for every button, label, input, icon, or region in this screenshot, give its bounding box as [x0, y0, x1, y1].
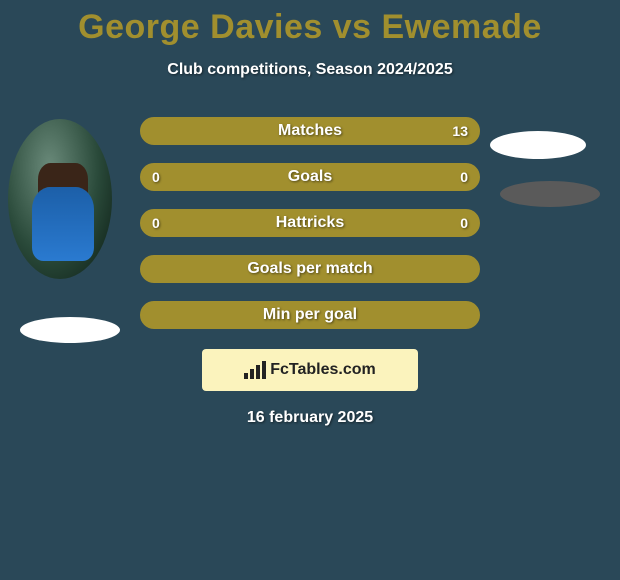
player-left-avatar — [8, 119, 112, 279]
stat-right-value: 13 — [452, 123, 468, 139]
stat-right-value: 0 — [460, 215, 468, 231]
player-right-secondary-pill — [500, 181, 600, 207]
stat-row-hattricks: 0 Hattricks 0 — [140, 209, 480, 237]
subtitle: Club competitions, Season 2024/2025 — [0, 61, 620, 79]
stat-right-value: 0 — [460, 169, 468, 185]
stat-row-matches: Matches 13 — [140, 117, 480, 145]
player-right-name-pill — [490, 131, 586, 159]
stat-label: Goals per match — [142, 260, 478, 278]
stat-label: Min per goal — [142, 306, 478, 324]
comparison-container: Matches 13 0 Goals 0 0 Hattricks 0 Goals… — [0, 117, 620, 427]
stat-row-goals: 0 Goals 0 — [140, 163, 480, 191]
stat-row-min-per-goal: Min per goal — [140, 301, 480, 329]
date-text: 16 february 2025 — [0, 409, 620, 427]
player-left-name-pill — [20, 317, 120, 343]
stat-label: Matches — [142, 122, 478, 140]
stat-label: Goals — [142, 168, 478, 186]
bar-chart-icon — [244, 361, 266, 379]
page-title: George Davies vs Ewemade — [0, 0, 620, 47]
watermark: FcTables.com — [202, 349, 418, 391]
stat-row-goals-per-match: Goals per match — [140, 255, 480, 283]
watermark-text: FcTables.com — [270, 361, 376, 379]
stat-label: Hattricks — [142, 214, 478, 232]
stats-list: Matches 13 0 Goals 0 0 Hattricks 0 Goals… — [140, 117, 480, 329]
